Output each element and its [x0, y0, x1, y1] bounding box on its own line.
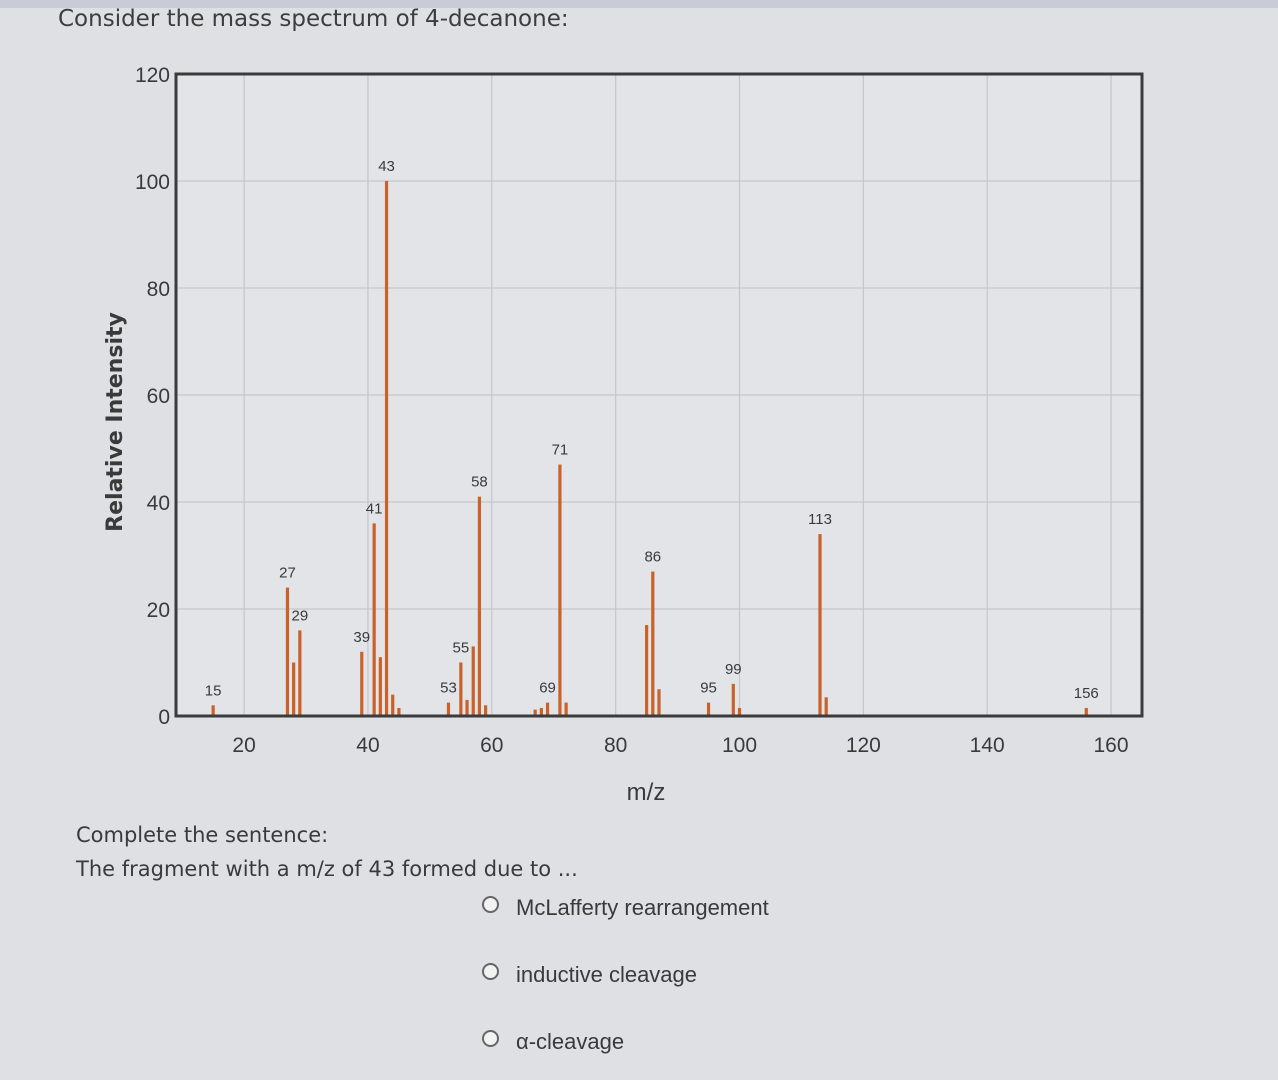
peak-bar-mz-114 — [824, 697, 828, 716]
x-tick-label: 160 — [1094, 734, 1129, 757]
peak-bar-mz-68 — [539, 707, 543, 716]
peak-label-39: 39 — [353, 629, 370, 646]
x-tick-label: 60 — [480, 734, 503, 757]
x-axis-label: m/z — [627, 779, 666, 806]
peak-label-43: 43 — [378, 158, 395, 175]
peak-label-86: 86 — [644, 549, 661, 566]
mass-spectrum-chart: 0 20 40 60 80 100 120 20 40 60 80 100 120 140 160 15 27… — [103, 64, 1144, 806]
peak-bar-mz-44 — [391, 694, 395, 716]
y-tick-label: 40 — [147, 492, 170, 515]
peak-label-29: 29 — [292, 607, 309, 624]
y-axis-label: Relative Intensity — [103, 312, 128, 532]
peak-label-113: 113 — [808, 511, 832, 528]
peak-bar-mz-86 — [651, 571, 655, 716]
radio-button[interactable] — [482, 962, 499, 980]
radio-button[interactable] — [482, 1029, 499, 1047]
peak-bar-mz-57 — [471, 646, 475, 716]
y-tick-label: 20 — [147, 599, 170, 622]
question-prompt: Complete the sentence: The fragment with… — [76, 818, 578, 886]
x-tick-label: 40 — [356, 734, 379, 757]
bars-layer — [211, 181, 1088, 716]
peak-label-71: 71 — [552, 442, 569, 459]
peak-bar-mz-27 — [285, 587, 290, 716]
option-label: McLafferty rearrangement — [516, 895, 769, 920]
x-tick-label: 20 — [232, 734, 255, 757]
question-title: Consider the mass spectrum of 4-decanone… — [58, 6, 569, 32]
x-tick-label: 80 — [604, 734, 627, 757]
peak-bar-mz-113 — [818, 534, 822, 716]
peak-label-58: 58 — [471, 474, 488, 491]
option-alpha-cleavage[interactable]: α-cleavage — [482, 1024, 769, 1060]
peak-label-69: 69 — [539, 680, 556, 697]
peak-bar-mz-15 — [211, 705, 215, 716]
peak-bar-mz-71 — [558, 464, 562, 716]
x-tick-label: 100 — [722, 734, 757, 757]
peak-bar-mz-29 — [298, 630, 302, 716]
peak-bar-mz-39 — [360, 651, 364, 716]
x-tick-label: 120 — [846, 734, 881, 757]
peak-bar-mz-42 — [378, 657, 382, 716]
y-tick-label: 0 — [158, 706, 170, 729]
peak-bar-mz-28 — [292, 662, 296, 716]
grid-layer — [176, 73, 1142, 717]
plot-frame — [174, 72, 1144, 718]
peak-label-55: 55 — [453, 640, 470, 657]
option-inductive-cleavage[interactable]: inductive cleavage — [482, 957, 769, 993]
peak-labels-layer: 15 27 29 39 41 43 53 55 58 69 71 86 95 99 113 156 — [205, 158, 1099, 702]
y-tick-label: 60 — [147, 385, 170, 408]
peak-label-15: 15 — [205, 682, 222, 699]
peak-bar-mz-99 — [731, 683, 735, 716]
y-tick-label: 80 — [147, 278, 170, 301]
peak-bar-mz-53 — [446, 702, 451, 716]
prompt-line-2: The fragment with a m/z of 43 formed due… — [76, 857, 578, 881]
option-label: α-cleavage — [516, 1029, 625, 1054]
peak-bar-mz-45 — [397, 707, 401, 716]
peak-bar-mz-56 — [465, 699, 469, 716]
peak-bar-mz-156 — [1084, 707, 1088, 716]
option-label: inductive cleavage — [516, 962, 698, 987]
peak-label-99: 99 — [725, 661, 742, 678]
peak-bar-mz-67 — [533, 709, 537, 716]
peak-bar-mz-43 — [384, 181, 389, 716]
peak-bar-mz-100 — [737, 707, 742, 716]
peak-bar-mz-69 — [545, 702, 550, 716]
y-tick-label: 120 — [135, 64, 170, 87]
peak-bar-mz-87 — [657, 689, 661, 716]
ticks-layer: 0 20 40 60 80 100 120 20 40 60 80 100 120 140 160 — [135, 64, 1129, 757]
radio-button[interactable] — [482, 895, 499, 913]
peak-label-156: 156 — [1074, 685, 1099, 702]
peak-bar-mz-41 — [372, 523, 376, 716]
peak-label-53: 53 — [440, 680, 457, 697]
peak-bar-mz-95 — [706, 702, 711, 716]
peak-bar-mz-59 — [484, 705, 488, 716]
peak-bar-mz-55 — [459, 662, 463, 716]
option-mclafferty[interactable]: McLafferty rearrangement — [482, 890, 769, 926]
peak-bar-mz-72 — [564, 702, 568, 716]
peak-bar-mz-58 — [477, 496, 482, 716]
answer-options: McLafferty rearrangement inductive cleav… — [482, 890, 769, 1060]
peak-label-27: 27 — [279, 565, 296, 582]
peak-label-95: 95 — [700, 680, 717, 697]
prompt-line-1: Complete the sentence: — [76, 823, 329, 847]
x-tick-label: 140 — [970, 734, 1005, 757]
y-tick-label: 100 — [135, 171, 170, 194]
peak-bar-mz-85 — [645, 625, 649, 716]
peak-label-41: 41 — [366, 500, 383, 517]
top-strip — [0, 0, 1278, 8]
